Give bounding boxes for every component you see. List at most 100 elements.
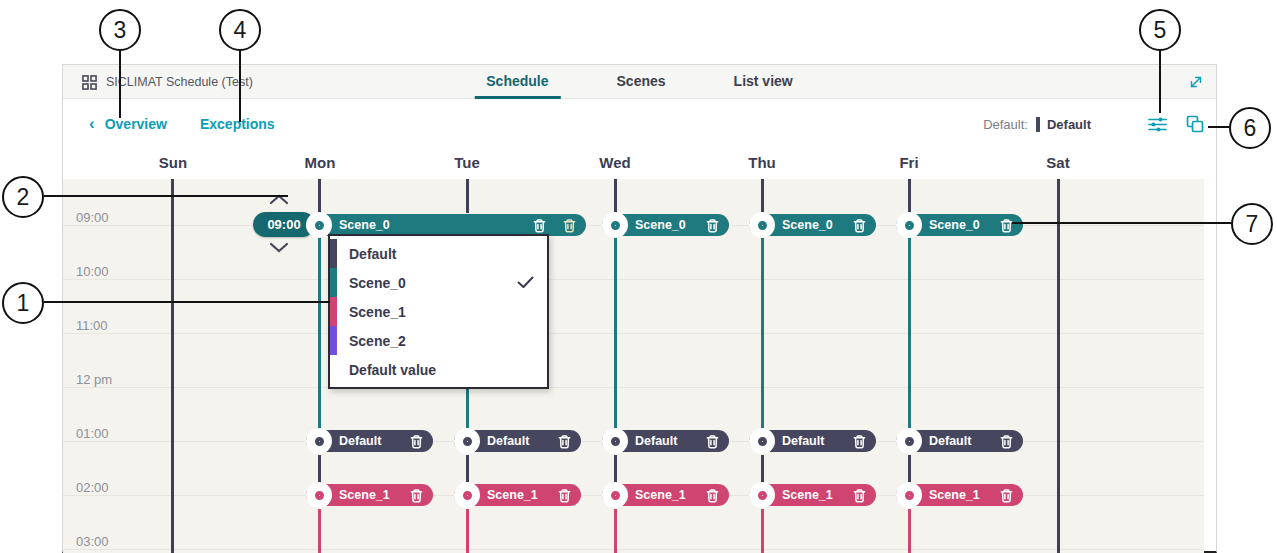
event-pill-fri-0100[interactable]: Default	[896, 430, 1023, 452]
event-label: Scene_0	[782, 218, 833, 232]
trash-icon[interactable]	[705, 434, 720, 449]
trash-icon[interactable]	[532, 218, 547, 233]
event-pill-wed-0200[interactable]: Scene_1	[602, 484, 729, 506]
tab-scenes[interactable]: Scenes	[605, 65, 678, 99]
menu-item-scene2[interactable]: Scene_2	[330, 326, 547, 355]
time-label-0100: 01:00	[76, 426, 109, 441]
hour-gridline	[63, 333, 1204, 334]
trash-icon[interactable]	[705, 488, 720, 503]
callout-line-3	[119, 51, 121, 118]
day-label-sat: Sat	[1046, 154, 1069, 171]
event-handle[interactable]	[749, 428, 775, 454]
trash-icon[interactable]	[705, 218, 720, 233]
expand-icon[interactable]	[1187, 73, 1205, 91]
trash-icon[interactable]	[852, 488, 867, 503]
trash-icon[interactable]	[557, 434, 572, 449]
event-pill-tue-0100[interactable]: Default	[454, 430, 581, 452]
overview-back-link[interactable]: ‹ Overview	[89, 116, 167, 132]
menu-item-default[interactable]: Default	[330, 239, 547, 268]
back-chevron-icon: ‹	[89, 115, 95, 132]
event-pill-tue-0200[interactable]: Scene_1	[454, 484, 581, 506]
menu-item-scene0[interactable]: Scene_0	[330, 268, 547, 297]
event-label: Scene_0	[635, 218, 686, 232]
checkmark-icon	[517, 276, 534, 289]
event-label: Scene_1	[635, 488, 686, 502]
menu-item-scene1[interactable]: Scene_1	[330, 297, 547, 326]
event-pill-mon-0900[interactable]: Scene_0	[306, 214, 586, 236]
event-pill-thu-0900[interactable]: Scene_0	[749, 214, 876, 236]
callout-2: 2	[2, 176, 44, 218]
trash-icon[interactable]	[409, 434, 424, 449]
handle-dot	[315, 491, 324, 500]
callout-line-4	[239, 51, 241, 122]
event-handle[interactable]	[602, 482, 628, 508]
trash-icon[interactable]	[409, 488, 424, 503]
event-label: Scene_0	[339, 218, 390, 232]
event-handle[interactable]	[454, 428, 480, 454]
event-pill-thu-0100[interactable]: Default	[749, 430, 876, 452]
event-handle[interactable]	[896, 428, 922, 454]
filter-sliders-icon[interactable]	[1148, 116, 1167, 133]
timeline-wed-segment	[614, 455, 617, 483]
trash-icon[interactable]	[999, 488, 1014, 503]
timeline-wed-segment	[614, 509, 617, 553]
event-handle[interactable]	[454, 482, 480, 508]
day-label-sun: Sun	[159, 154, 187, 171]
event-handle[interactable]	[306, 428, 332, 454]
event-pill-fri-0200[interactable]: Scene_1	[896, 484, 1023, 506]
trash-icon[interactable]	[852, 218, 867, 233]
scene-color-bar	[330, 297, 337, 326]
hour-gridline	[63, 279, 1204, 280]
page-title: SICLIMAT Schedule (Test)	[106, 75, 253, 89]
timeline-wed-segment	[614, 179, 617, 213]
event-handle[interactable]	[602, 212, 628, 238]
page: SICLIMAT Schedule (Test) Schedule Scenes…	[0, 0, 1277, 553]
event-handle[interactable]	[896, 212, 922, 238]
event-pill-mon-0100[interactable]: Default	[306, 430, 433, 452]
event-pill-mon-0200[interactable]: Scene_1	[306, 484, 433, 506]
event-pill-wed-0100[interactable]: Default	[602, 430, 729, 452]
timeline-fri-segment	[908, 179, 911, 213]
event-label: Default	[929, 434, 971, 448]
trash-icon[interactable]	[852, 434, 867, 449]
trash-icon[interactable]	[999, 218, 1014, 233]
app-grid-icon	[82, 75, 97, 90]
callout-1: 1	[2, 282, 44, 324]
tab-list-view[interactable]: List view	[722, 65, 805, 99]
timeline-wed-segment	[614, 237, 617, 431]
trash-icon[interactable]	[999, 434, 1014, 449]
handle-dot	[611, 221, 620, 230]
timeline-fri-segment	[908, 455, 911, 483]
toolbar: ‹ Overview Exceptions Default: Default	[63, 99, 1216, 149]
time-label-0900: 09:00	[76, 210, 109, 225]
default-scene-value: Default	[1047, 117, 1091, 132]
event-pill-wed-0900[interactable]: Scene_0	[602, 214, 729, 236]
trash-icon-secondary[interactable]	[562, 218, 577, 233]
event-label: Scene_1	[339, 488, 390, 502]
event-handle[interactable]	[749, 482, 775, 508]
copy-icon[interactable]	[1186, 115, 1204, 133]
callout-line-6	[1208, 126, 1229, 128]
menu-item-default-value[interactable]: Default value	[330, 355, 547, 384]
callout-line-5	[1159, 51, 1161, 113]
default-scene-label: Default:	[983, 117, 1028, 132]
event-handle[interactable]	[896, 482, 922, 508]
time-label-12pm: 12 pm	[76, 372, 112, 387]
event-handle[interactable]	[306, 482, 332, 508]
handle-dot	[463, 491, 472, 500]
event-handle[interactable]	[602, 428, 628, 454]
event-pill-thu-0200[interactable]: Scene_1	[749, 484, 876, 506]
time-label-1100: 11:00	[76, 318, 108, 333]
event-handle[interactable]	[749, 212, 775, 238]
trash-icon[interactable]	[557, 488, 572, 503]
exceptions-link[interactable]: Exceptions	[200, 116, 275, 132]
handle-dot	[758, 221, 767, 230]
tab-schedule[interactable]: Schedule	[474, 65, 560, 99]
overview-label: Overview	[105, 116, 167, 132]
chevron-down-icon[interactable]	[269, 242, 289, 253]
callout-7: 7	[1231, 203, 1273, 245]
event-label: Scene_1	[487, 488, 538, 502]
event-pill-fri-0900[interactable]: Scene_0	[896, 214, 1023, 236]
schedule-canvas: 09:00 10:00 11:00 12 pm 01:00 02:00 03:0…	[63, 179, 1204, 553]
handle-dot	[905, 491, 914, 500]
